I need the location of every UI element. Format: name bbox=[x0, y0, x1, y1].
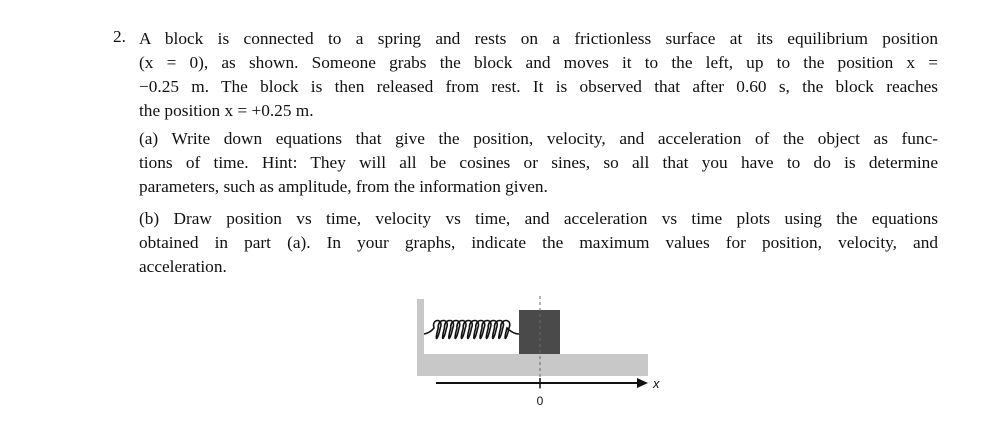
text-line: the position x = +0.25 m. bbox=[139, 101, 314, 120]
text-line: parameters, such as amplitude, from the … bbox=[139, 177, 548, 196]
text-line: −0.25 m. The block is then released from… bbox=[139, 77, 938, 96]
text-line: (x = 0), as shown. Someone grabs the blo… bbox=[139, 53, 938, 72]
text-line: obtained in part (a). In your graphs, in… bbox=[139, 233, 938, 252]
spring bbox=[423, 319, 520, 340]
origin-label: 0 bbox=[537, 394, 544, 408]
problem-number: 2. bbox=[113, 27, 126, 46]
problem-intro: A block is connected to a spring and res… bbox=[139, 27, 938, 123]
text-line: (b) Draw position vs time, velocity vs t… bbox=[139, 209, 938, 228]
wall bbox=[417, 299, 424, 376]
axis-label-x: x bbox=[652, 376, 660, 391]
part-a: (a) Write down equations that give the p… bbox=[139, 127, 938, 199]
part-b: (b) Draw position vs time, velocity vs t… bbox=[139, 207, 938, 279]
text-line: A block is connected to a spring and res… bbox=[139, 29, 938, 48]
text-line: (a) Write down equations that give the p… bbox=[139, 129, 938, 148]
text-line: acceleration. bbox=[139, 257, 227, 276]
x-axis-arrow-icon bbox=[637, 378, 648, 388]
text-line: tions of time. Hint: They will all be co… bbox=[139, 153, 938, 172]
floor-surface bbox=[417, 354, 648, 376]
